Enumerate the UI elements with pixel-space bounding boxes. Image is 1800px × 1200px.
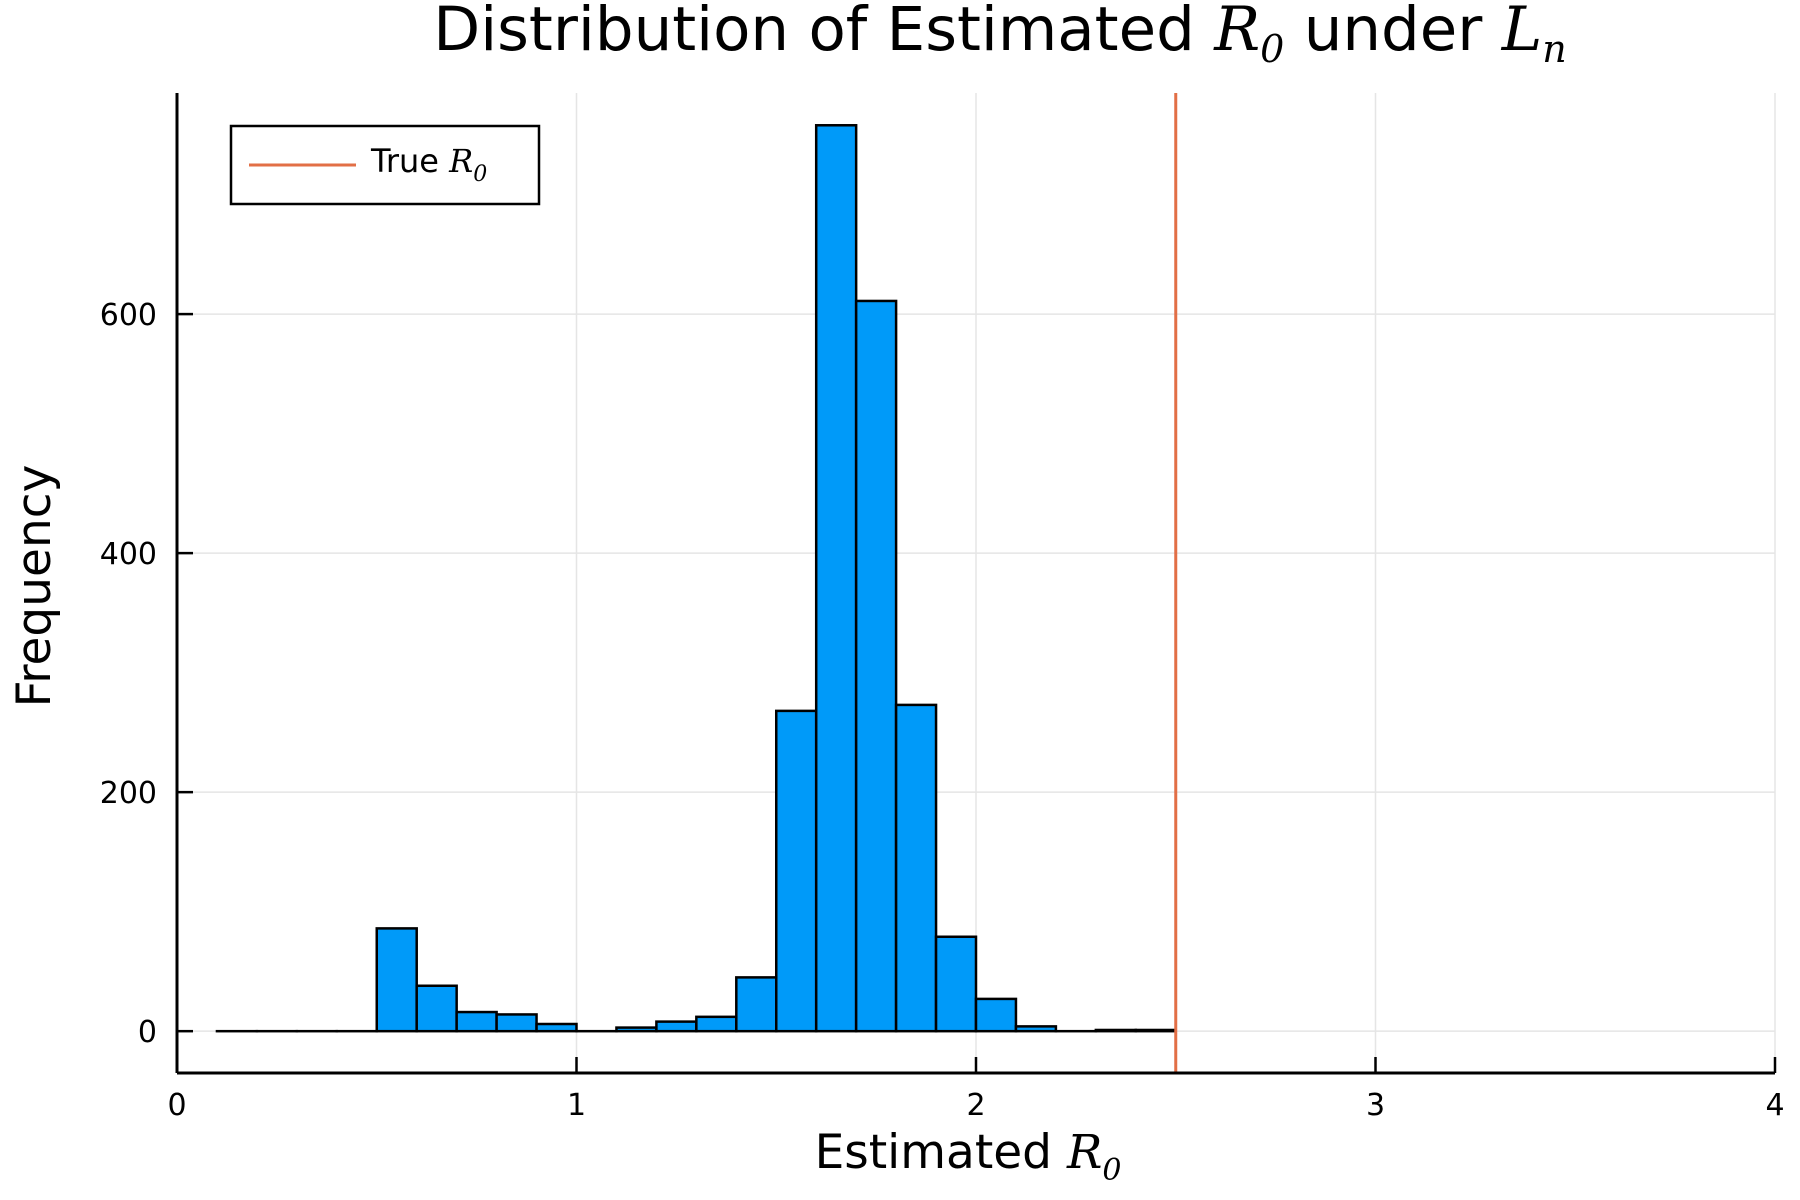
histogram-bar [695, 1015, 738, 1033]
histogram-bar [934, 935, 978, 1033]
grid-lines [176, 93, 1776, 1073]
histogram-bar [854, 299, 898, 1033]
histogram-bar [655, 1020, 698, 1033]
histogram-bar [1094, 1028, 1138, 1033]
legend: True R0 [229, 124, 541, 206]
histogram-bar [894, 703, 938, 1033]
axes [175, 93, 1777, 1075]
histogram-bar [415, 984, 458, 1033]
y-tick-label: 400 [100, 537, 157, 572]
chart-title: Distribution of Estimated R0 under Ln [433, 0, 1567, 71]
histogram-bar [1134, 1028, 1178, 1033]
histogram-bar [615, 1026, 658, 1033]
x-tick-label: 1 [567, 1088, 586, 1123]
x-tick-label: 4 [1765, 1088, 1784, 1123]
x-tick-label: 0 [167, 1088, 186, 1123]
y-tick-label: 200 [100, 776, 157, 811]
histogram-bar [375, 927, 418, 1033]
y-axis-label: Frequency [7, 465, 62, 708]
x-axis-label: Estimated R0 [815, 1125, 1122, 1188]
histogram-bar [495, 1013, 538, 1033]
histogram-bars [215, 124, 1178, 1033]
legend-label: True R0 [370, 142, 487, 187]
histogram-bar [1014, 1025, 1058, 1033]
x-tick-label: 2 [966, 1088, 985, 1123]
histogram-bar [455, 1010, 498, 1033]
y-tick-labels: 0 200 400 600 [100, 298, 157, 1050]
y-tick-label: 600 [100, 298, 157, 333]
x-tick-label: 3 [1366, 1088, 1385, 1123]
histogram-bar [775, 709, 818, 1033]
x-tick-labels: 0 1 2 3 4 [167, 1088, 1784, 1123]
histogram-bar [814, 124, 858, 1033]
histogram-bar [974, 997, 1018, 1033]
histogram-bar [535, 1022, 578, 1033]
histogram-bar [735, 976, 778, 1033]
y-tick-label: 0 [138, 1015, 157, 1050]
